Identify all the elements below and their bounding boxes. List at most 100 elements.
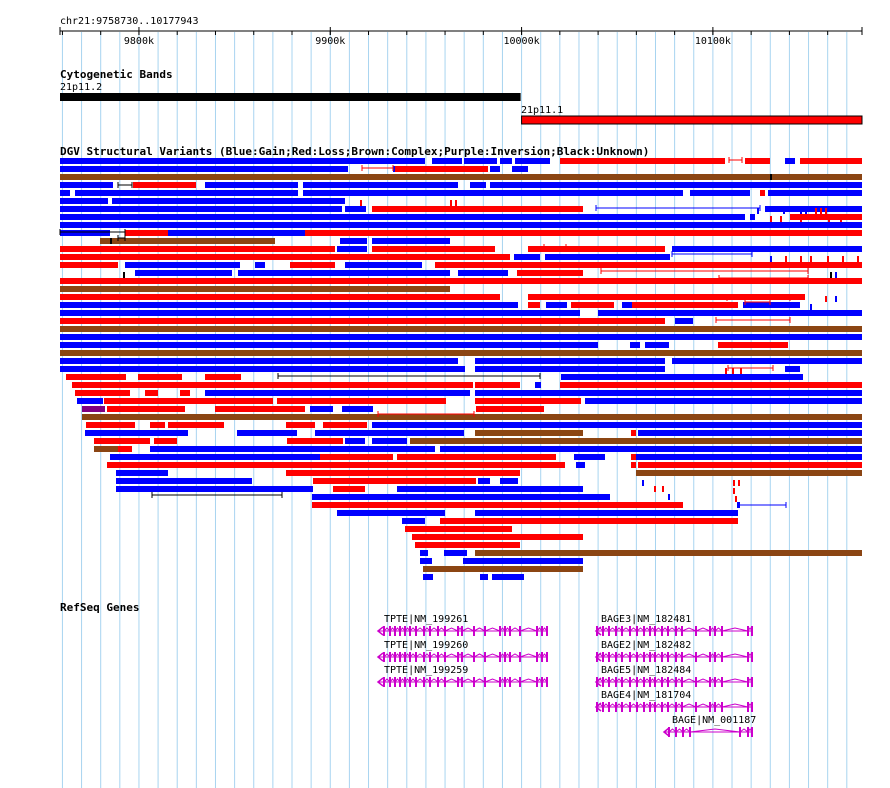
gene-exon[interactable] — [394, 626, 396, 636]
sv-feature[interactable] — [107, 406, 185, 412]
gene-exon[interactable] — [409, 677, 411, 687]
gene-exon[interactable] — [695, 626, 697, 636]
sv-feature[interactable] — [630, 342, 640, 348]
sv-feature[interactable] — [313, 478, 476, 484]
gene-exon[interactable] — [747, 702, 749, 712]
sv-feature[interactable] — [125, 230, 168, 236]
gene-exon[interactable] — [695, 702, 697, 712]
gene-exon[interactable] — [643, 677, 645, 687]
gene-exon[interactable] — [389, 626, 391, 636]
sv-feature[interactable] — [636, 454, 862, 460]
sv-feature[interactable] — [205, 182, 298, 188]
gene-exon[interactable] — [661, 652, 663, 662]
gene-exon[interactable] — [473, 677, 475, 687]
sv-feature[interactable] — [760, 190, 765, 196]
gene-exon[interactable] — [661, 626, 663, 636]
gene-exon[interactable] — [519, 626, 521, 636]
sv-feature[interactable] — [500, 478, 518, 484]
gene-exon[interactable] — [709, 626, 711, 636]
gene-exon[interactable] — [714, 652, 716, 662]
sv-feature[interactable] — [645, 342, 669, 348]
gene-exon[interactable] — [473, 652, 475, 662]
sv-feature[interactable] — [290, 262, 335, 268]
gene-exon[interactable] — [602, 652, 604, 662]
gene-exon[interactable] — [546, 626, 548, 636]
sv-feature[interactable] — [66, 374, 126, 380]
gene-exon[interactable] — [649, 677, 651, 687]
gene-exon[interactable] — [415, 652, 417, 662]
sv-feature[interactable] — [432, 158, 462, 164]
sv-feature[interactable] — [636, 470, 862, 476]
gene-exon[interactable] — [747, 677, 749, 687]
sv-feature[interactable] — [60, 278, 862, 284]
sv-feature[interactable] — [100, 238, 275, 244]
sv-feature[interactable] — [528, 246, 665, 252]
gene-exon[interactable] — [649, 652, 651, 662]
gene-exon[interactable] — [504, 677, 506, 687]
sv-feature[interactable] — [423, 566, 583, 572]
gene-exon[interactable] — [608, 626, 610, 636]
gene-exon[interactable] — [602, 626, 604, 636]
sv-feature[interactable] — [515, 158, 550, 164]
sv-feature[interactable] — [535, 382, 541, 388]
sv-feature[interactable] — [397, 454, 556, 460]
sv-feature[interactable] — [514, 254, 540, 260]
sv-feature[interactable] — [303, 182, 458, 188]
gene-exon[interactable] — [608, 652, 610, 662]
gene-exon[interactable] — [415, 626, 417, 636]
sv-feature[interactable] — [94, 438, 150, 444]
gene-exon[interactable] — [608, 677, 610, 687]
sv-feature[interactable] — [372, 422, 862, 428]
sv-feature[interactable] — [116, 486, 313, 492]
sv-feature[interactable] — [412, 534, 583, 540]
sv-feature[interactable] — [345, 206, 366, 212]
sv-feature[interactable] — [255, 262, 265, 268]
gene-exon[interactable] — [389, 677, 391, 687]
sv-feature[interactable] — [180, 390, 190, 396]
gene-exon[interactable] — [541, 677, 543, 687]
sv-feature[interactable] — [60, 214, 745, 220]
sv-feature[interactable] — [576, 462, 585, 468]
sv-feature[interactable] — [287, 438, 343, 444]
gene-exon[interactable] — [654, 677, 656, 687]
gene-exon[interactable] — [383, 677, 385, 687]
gene-exon[interactable] — [484, 652, 486, 662]
sv-feature[interactable] — [82, 414, 862, 420]
sv-feature[interactable] — [205, 390, 470, 396]
sv-feature[interactable] — [60, 222, 862, 228]
sv-feature[interactable] — [528, 302, 540, 308]
sv-feature[interactable] — [340, 238, 367, 244]
sv-feature[interactable] — [571, 302, 614, 308]
gene-exon[interactable] — [709, 652, 711, 662]
gene-exon[interactable] — [654, 652, 656, 662]
gene-exon[interactable] — [536, 626, 538, 636]
gene-exon[interactable] — [509, 626, 511, 636]
sv-feature[interactable] — [512, 166, 528, 172]
gene-exon[interactable] — [751, 652, 753, 662]
sv-feature[interactable] — [517, 270, 583, 276]
sv-feature[interactable] — [638, 430, 862, 436]
sv-feature[interactable] — [125, 262, 240, 268]
sv-feature[interactable] — [372, 206, 583, 212]
gene-exon[interactable] — [504, 652, 506, 662]
gene-exon[interactable] — [404, 677, 406, 687]
sv-feature[interactable] — [168, 230, 305, 236]
sv-feature[interactable] — [150, 422, 165, 428]
gene-exon[interactable] — [444, 626, 446, 636]
sv-feature[interactable] — [60, 358, 458, 364]
gene-exon[interactable] — [709, 677, 711, 687]
sv-feature[interactable] — [60, 302, 518, 308]
gene-exon[interactable] — [415, 677, 417, 687]
sv-feature[interactable] — [312, 494, 610, 500]
gene-exon[interactable] — [747, 626, 749, 636]
sv-feature[interactable] — [561, 374, 803, 380]
gene-exon[interactable] — [714, 626, 716, 636]
gene-exon[interactable] — [689, 727, 691, 737]
gene-exon[interactable] — [661, 702, 663, 712]
sv-feature[interactable] — [476, 406, 544, 412]
gene-exon[interactable] — [429, 626, 431, 636]
sv-feature[interactable] — [475, 366, 665, 372]
sv-feature[interactable] — [60, 326, 862, 332]
gene-exon[interactable] — [714, 702, 716, 712]
sv-feature[interactable] — [107, 462, 565, 468]
